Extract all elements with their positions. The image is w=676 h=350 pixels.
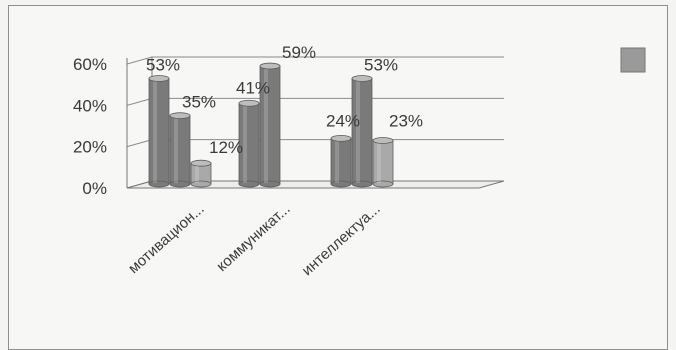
- bar: [148, 75, 170, 188]
- data-label: 53%: [364, 55, 398, 74]
- data-label: 41%: [236, 78, 270, 97]
- bar: [351, 75, 373, 188]
- category-label: интеллектуа...: [299, 200, 384, 279]
- y-tick-label: 0%: [82, 179, 107, 198]
- data-label: 12%: [209, 138, 243, 157]
- bar: [372, 137, 394, 188]
- y-tick-label: 40%: [73, 96, 107, 115]
- data-label: 59%: [282, 43, 316, 62]
- bar: [190, 159, 212, 188]
- y-tick-label: 20%: [73, 138, 107, 157]
- data-label: 53%: [146, 55, 180, 74]
- x-axis-categories: мотивацион... коммуникат... интеллектуа...: [125, 200, 384, 279]
- chart-frame: 0% 20% 40% 60% 53% 35% 12% 41% 59% 24% 53% 23% мот…: [8, 5, 668, 350]
- data-label: 24%: [326, 111, 360, 130]
- bar-chart: 0%20%40%60% 53%35%12%41%59%24%53%23% мот…: [73, 43, 646, 279]
- bar: [169, 112, 191, 188]
- legend-swatch: [620, 47, 646, 73]
- bar: [238, 99, 260, 188]
- y-tick-label: 60%: [73, 55, 107, 74]
- category-label: мотивацион...: [125, 200, 208, 277]
- bar: [330, 134, 352, 188]
- bar: [259, 62, 281, 188]
- data-labels: 53%35%12%41%59%24%53%23%: [146, 43, 423, 157]
- data-label: 23%: [389, 111, 423, 130]
- data-label: 35%: [182, 93, 216, 112]
- chart-floor: [126, 58, 505, 189]
- category-label: коммуникат...: [213, 200, 293, 275]
- y-axis-ticks: 0% 20% 40% 60%: [73, 55, 107, 198]
- bars: [148, 62, 394, 188]
